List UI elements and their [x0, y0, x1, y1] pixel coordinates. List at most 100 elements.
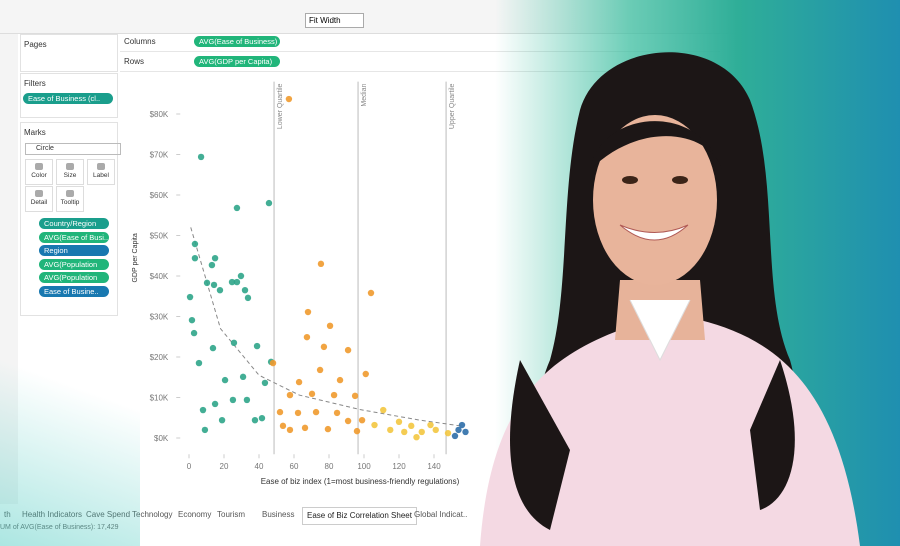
x-tick-label: 0 — [187, 462, 192, 471]
point — [244, 294, 252, 302]
point — [229, 396, 237, 404]
point — [380, 406, 387, 414]
point — [387, 426, 394, 434]
point — [269, 359, 277, 367]
point — [344, 346, 352, 354]
sheet-tab[interactable]: Technology — [132, 510, 173, 519]
point — [237, 272, 245, 280]
x-tick-label: 60 — [290, 462, 299, 471]
status-bar: UM of AVG(Ease of Business): 17,429 — [0, 524, 119, 531]
point — [253, 342, 261, 350]
point — [285, 95, 293, 103]
reference-label: Upper Quartile — [449, 84, 456, 130]
sheet-tab[interactable]: Health Indicators — [22, 510, 83, 519]
point — [344, 417, 352, 425]
x-tick-label: 40 — [255, 462, 264, 471]
sheet-tab[interactable]: Business — [262, 510, 295, 519]
point — [333, 409, 341, 417]
point — [199, 406, 207, 414]
point — [301, 424, 309, 432]
point — [233, 278, 241, 286]
y-axis-title: GDP per Capita — [132, 233, 139, 282]
sheet-tab[interactable]: Economy — [178, 510, 212, 519]
point — [358, 416, 366, 424]
point — [261, 379, 269, 387]
point — [279, 422, 287, 430]
point — [401, 428, 408, 436]
point — [330, 391, 338, 399]
y-tick-label: $70K — [150, 151, 169, 160]
x-tick-label: 140 — [427, 462, 441, 471]
point — [221, 376, 229, 384]
y-tick-label: $20K — [150, 353, 169, 362]
point — [191, 240, 199, 248]
y-tick-label: $40K — [150, 272, 169, 281]
x-tick-label: 100 — [357, 462, 371, 471]
point — [351, 392, 359, 400]
point — [444, 429, 452, 437]
point — [210, 281, 218, 289]
reference-label: Median — [361, 84, 368, 107]
point — [218, 416, 226, 424]
x-tick-label: 20 — [220, 462, 229, 471]
sheet-tab[interactable]: th — [4, 510, 11, 519]
point — [188, 316, 196, 324]
x-axis-title: Ease of biz index (1=most business-frien… — [261, 477, 460, 486]
point — [432, 426, 439, 434]
point — [303, 333, 311, 341]
point — [413, 433, 420, 441]
point — [203, 279, 211, 287]
y-tick-label: $30K — [150, 313, 169, 322]
point — [286, 426, 294, 434]
point — [233, 204, 241, 212]
point — [211, 400, 219, 408]
plot-area — [180, 81, 469, 455]
sheet-tab[interactable]: Cave Spend — [86, 510, 131, 519]
point — [286, 391, 294, 399]
point — [201, 426, 209, 434]
point — [241, 286, 249, 294]
point — [451, 432, 459, 440]
y-tick-label: $50K — [150, 232, 169, 241]
point — [230, 339, 238, 347]
point — [186, 293, 194, 301]
point — [209, 344, 217, 352]
point — [312, 408, 320, 416]
point — [208, 261, 216, 269]
point — [191, 254, 199, 262]
sheet-tab[interactable]: Ease of Biz Correlation Sheet — [302, 507, 417, 525]
y-tick-label: $60K — [150, 191, 169, 200]
point — [427, 421, 434, 429]
point — [336, 376, 344, 384]
point — [316, 366, 324, 374]
point — [304, 308, 312, 316]
point — [326, 322, 334, 330]
point — [353, 427, 361, 435]
sheet-tab[interactable]: Tourism — [217, 510, 246, 519]
point — [190, 329, 198, 337]
point — [367, 289, 375, 297]
point — [195, 359, 203, 367]
point — [276, 408, 284, 416]
point — [362, 370, 369, 378]
point — [197, 153, 205, 161]
point — [216, 286, 224, 294]
point — [295, 378, 303, 386]
point — [251, 416, 259, 424]
point — [395, 418, 403, 425]
point — [317, 260, 325, 268]
point — [308, 390, 316, 398]
y-tick-label: $0K — [154, 434, 169, 443]
point — [294, 409, 302, 417]
point — [243, 396, 251, 404]
y-tick-label: $10K — [150, 394, 169, 403]
point — [418, 428, 425, 436]
reference-label: Lower Quartile — [277, 84, 284, 130]
point — [320, 343, 328, 351]
point — [371, 421, 378, 429]
point — [265, 199, 273, 207]
point — [239, 373, 247, 381]
point — [324, 425, 332, 433]
point — [258, 414, 266, 422]
